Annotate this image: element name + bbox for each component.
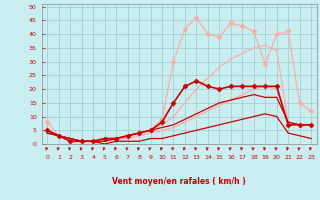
X-axis label: Vent moyen/en rafales ( km/h ): Vent moyen/en rafales ( km/h ) [112, 177, 246, 186]
